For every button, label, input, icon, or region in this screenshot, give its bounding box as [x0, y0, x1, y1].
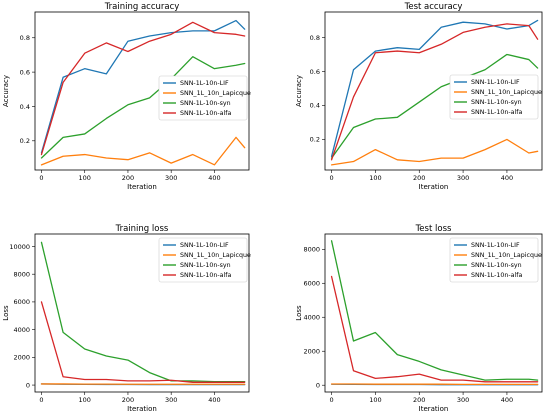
legend-label: SNN_1L_10n_Lapicque: [180, 90, 251, 97]
legend-label: SNN-1L-10n-LIF: [471, 79, 520, 86]
x-tick-label: 400: [501, 396, 513, 404]
x-tick-label: 200: [122, 174, 134, 182]
legend-label: SNN_1L_10n_Lapicque: [471, 89, 542, 96]
series-line-snn-1l-10n-syn: [40, 241, 246, 383]
legend-label: SNN-1L-10n-syn: [471, 262, 522, 269]
legend-box: [449, 237, 539, 283]
subplot-training-accuracy: Training accuracy 0 100 200 300 400 0.2 0.4 0.6 0…: [2, 2, 251, 191]
y-axis-label: Loss: [2, 305, 10, 321]
chart-title: Training loss: [115, 224, 169, 234]
chart-title: Training accuracy: [104, 2, 180, 12]
x-tick-label: 0: [330, 396, 334, 404]
y-tick-label: 8000: [13, 270, 30, 278]
y-tick-label: 6000: [13, 298, 30, 306]
legend-label: SNN-1L-10n-LIF: [471, 242, 520, 249]
series-line-snn-1l-10n-lapicque: [40, 136, 246, 166]
legend-label: SNN-1L-10n-syn: [471, 99, 522, 106]
y-axis-label: Accuracy: [295, 75, 303, 107]
y-axis-label: Accuracy: [2, 75, 10, 107]
x-tick-label: 300: [457, 174, 469, 182]
y-tick-label: 0.8: [20, 34, 30, 42]
legend-box: [449, 74, 539, 120]
x-tick-label: 300: [165, 174, 177, 182]
legend-box: [158, 75, 248, 121]
series-line-snn-1l-10n-alfa: [40, 301, 246, 383]
y-tick-label: 0.8: [310, 34, 320, 42]
y-tick-label: 0.6: [310, 68, 320, 76]
y-axis-label: Loss: [295, 305, 303, 321]
y-tick-label: 0.2: [310, 136, 320, 144]
x-tick-label: 400: [501, 174, 513, 182]
y-tick-label: 2000: [303, 348, 320, 356]
x-tick-label: 200: [413, 174, 425, 182]
y-tick-label: 0.4: [310, 102, 320, 110]
legend-label: SNN-1L-10n-alfa: [471, 109, 522, 116]
x-axis-label: Iteration: [127, 405, 157, 413]
legend-label: SNN_1L_10n_Lapicque: [471, 252, 542, 259]
y-tick-label: 0.4: [20, 103, 30, 111]
chart-title: Test accuracy: [404, 2, 463, 12]
x-tick-label: 0: [330, 174, 334, 182]
legend-label: SNN-1L-10n-LIF: [180, 80, 229, 87]
series-line-snn-1l-10n-alfa: [330, 275, 539, 383]
legend-label: SNN-1L-10n-alfa: [180, 272, 231, 279]
x-tick-label: 400: [208, 396, 220, 404]
series-line-snn-1l-10n-alfa: [330, 23, 539, 161]
x-tick-label: 100: [369, 174, 381, 182]
plot-frame: [34, 11, 250, 171]
subplot-test-accuracy: Test accuracy 0 100 200 300 400 0.2 0.4 0.6 0.8 It…: [295, 2, 543, 191]
legend-label: SNN-1L-10n-alfa: [180, 110, 231, 117]
y-tick-label: 8000: [303, 246, 320, 254]
legend: SNN-1L-10n-LIF SNN_1L_10n_Lapicque SNN-1L-…: [158, 75, 251, 121]
x-tick-label: 300: [457, 396, 469, 404]
legend: SNN-1L-10n-LIF SNN_1L_10n_Lapicque SNN-1L-…: [449, 74, 542, 120]
plot-frame: [324, 11, 543, 171]
x-tick-label: 100: [79, 174, 91, 182]
chart-title: Test loss: [415, 224, 452, 234]
legend-label: SNN_1L_10n_Lapicque: [180, 252, 251, 259]
legend-label: SNN-1L-10n-LIF: [180, 242, 229, 249]
series-line-snn-1l-10n-alfa: [40, 21, 246, 156]
series-line-snn-1l-10n-lapicque: [330, 138, 539, 166]
x-tick-label: 0: [39, 396, 43, 404]
y-tick-label: 0: [26, 381, 30, 389]
legend-label: SNN-1L-10n-syn: [180, 100, 231, 107]
series-line-snn-1l-10n-lif: [40, 19, 246, 154]
y-tick-label: 2000: [13, 354, 30, 362]
x-tick-label: 100: [79, 396, 91, 404]
y-tick-label: 0: [316, 382, 320, 390]
x-tick-label: 300: [165, 396, 177, 404]
plot-frame: [324, 233, 543, 393]
y-tick-label: 0.6: [20, 68, 30, 76]
y-tick-label: 6000: [303, 280, 320, 288]
legend: SNN-1L-10n-LIF SNN_1L_10n_Lapicque SNN-1L-…: [158, 237, 251, 283]
x-tick-label: 0: [39, 174, 43, 182]
y-tick-label: 4000: [303, 314, 320, 322]
x-tick-label: 400: [208, 174, 220, 182]
series-line-snn-1l-10n-syn: [40, 56, 246, 159]
y-tick-label: 0.2: [20, 137, 30, 145]
plot-frame: [34, 233, 250, 393]
x-axis-label: Iteration: [419, 405, 449, 413]
x-tick-label: 200: [122, 396, 134, 404]
legend: SNN-1L-10n-LIF SNN_1L_10n_Lapicque SNN-1L-…: [449, 237, 542, 283]
x-tick-label: 100: [369, 396, 381, 404]
series-line-snn-1l-10n-lif: [330, 19, 539, 158]
x-tick-label: 200: [413, 396, 425, 404]
legend-label: SNN-1L-10n-syn: [180, 262, 231, 269]
series-line-snn-1l-10n-syn: [330, 53, 539, 159]
y-tick-label: 4000: [13, 326, 30, 334]
legend-box: [158, 237, 248, 283]
series-line-snn-1l-10n-syn: [330, 240, 539, 381]
x-axis-label: Iteration: [419, 183, 449, 191]
legend-label: SNN-1L-10n-alfa: [471, 272, 522, 279]
y-tick-label: 10000: [9, 243, 30, 251]
x-axis-label: Iteration: [127, 183, 157, 191]
